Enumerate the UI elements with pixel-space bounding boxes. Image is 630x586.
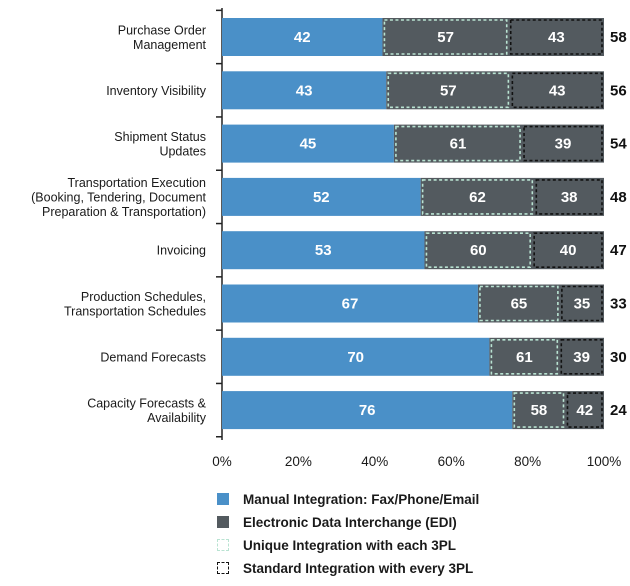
bar-label-standard: 38 — [561, 189, 578, 206]
bar-standard-integration — [561, 285, 603, 322]
bar-edi — [424, 231, 604, 270]
bar-unique-integration — [513, 392, 565, 428]
bar-label-standard: 35 — [574, 296, 591, 313]
x-tick-label: 0% — [212, 454, 232, 469]
legend-label-edi: Electronic Data Interchange (EDI) — [243, 514, 457, 530]
category-label: Availability — [147, 411, 207, 425]
bar-label-unique: 58 — [531, 402, 548, 419]
bar-manual — [222, 18, 383, 56]
legend-swatch-edi — [217, 516, 229, 528]
bar-label-standard: 39 — [573, 349, 590, 366]
category-label: Updates — [159, 144, 206, 158]
bar-manual — [222, 337, 490, 376]
category-label: Invoicing — [157, 244, 206, 258]
bar-label-manual: 67 — [342, 296, 359, 313]
bar-label-unique: 65 — [511, 296, 528, 313]
legend-item-unique: Unique Integration with each 3PL — [217, 534, 479, 556]
bar-edi — [393, 124, 604, 163]
bar-label-standard: 42 — [576, 402, 593, 419]
category-label: Shipment Status — [114, 130, 206, 144]
bar-manual — [222, 71, 387, 110]
legend-item-edi: Electronic Data Interchange (EDI) — [217, 511, 479, 533]
bar-manual — [222, 284, 478, 323]
bar-standard-integration — [535, 179, 603, 215]
bar-label-standard: 43 — [548, 29, 565, 46]
bar-label-manual: 52 — [313, 189, 330, 206]
bar-label-unique: 62 — [469, 189, 486, 206]
bar-label-standard: 39 — [555, 136, 572, 153]
category-label: Demand Forecasts — [100, 350, 206, 364]
category-label: Capacity Forecasts & — [87, 396, 206, 410]
bar-standard-integration — [509, 19, 603, 55]
edi-total-label: 54 — [610, 136, 627, 153]
x-tick-label: 40% — [361, 454, 388, 469]
category-label: (Booking, Tendering, Document — [31, 190, 206, 204]
bar-manual — [222, 124, 394, 163]
x-tick-label: 100% — [587, 454, 622, 469]
bar-standard-integration — [560, 338, 603, 375]
legend-item-manual: Manual Integration: Fax/Phone/Email — [217, 488, 479, 510]
category-label: Inventory Visibility — [106, 84, 207, 98]
bar-label-manual: 43 — [296, 82, 313, 99]
bar-label-unique: 61 — [516, 349, 533, 366]
category-label: Preparation & Transportation) — [42, 205, 206, 219]
bar-edi — [512, 391, 604, 430]
bar-label-unique: 57 — [437, 29, 454, 46]
legend-label-standard: Standard Integration with every 3PL — [243, 560, 474, 576]
category-label: Management — [133, 38, 206, 52]
edi-total-label: 48 — [610, 189, 627, 206]
bar-label-manual: 42 — [294, 29, 311, 46]
bar-unique-integration — [421, 179, 534, 215]
bar-edi — [489, 337, 604, 376]
bar-edi — [420, 177, 604, 216]
edi-total-label: 56 — [610, 82, 627, 99]
bar-standard-integration — [566, 392, 603, 428]
x-tick-label: 80% — [514, 454, 541, 469]
category-label: Transportation Execution — [67, 176, 206, 190]
bar-manual — [222, 177, 421, 216]
category-label: Production Schedules, — [81, 290, 206, 304]
bar-manual — [222, 391, 513, 430]
bar-label-manual: 76 — [359, 402, 376, 419]
edi-total-label: 33 — [610, 296, 627, 313]
legend-label-unique: Unique Integration with each 3PL — [243, 537, 457, 553]
edi-total-label: 58 — [610, 29, 627, 46]
bar-label-manual: 53 — [315, 242, 332, 259]
bar-label-unique: 57 — [440, 82, 457, 99]
bar-unique-integration — [479, 285, 559, 322]
bar-unique-integration — [425, 232, 531, 268]
bar-edi — [477, 284, 604, 323]
bar-standard-integration — [511, 72, 603, 109]
bar-label-unique: 61 — [450, 136, 467, 153]
x-tick-label: 60% — [438, 454, 465, 469]
bar-label-manual: 70 — [347, 349, 364, 366]
bar-label-standard: 40 — [560, 242, 577, 259]
legend-swatch-manual — [217, 493, 229, 505]
bar-standard-integration — [533, 232, 603, 268]
bar-label-unique: 60 — [470, 242, 487, 259]
bar-edi — [382, 18, 604, 56]
bar-unique-integration — [490, 338, 559, 375]
category-label: Transportation Schedules — [64, 304, 206, 318]
bar-label-standard: 43 — [549, 82, 566, 99]
bar-edi — [386, 71, 604, 110]
bar-unique-integration — [383, 19, 508, 55]
legend: Manual Integration: Fax/Phone/Email Elec… — [217, 488, 479, 580]
bar-label-manual: 45 — [300, 136, 317, 153]
edi-total-label: 47 — [610, 242, 627, 259]
bar-unique-integration — [395, 125, 521, 162]
legend-swatch-standard — [217, 562, 229, 574]
bar-manual — [222, 231, 425, 270]
category-label: Purchase Order — [118, 23, 206, 37]
bar-standard-integration — [523, 125, 603, 162]
legend-label-manual: Manual Integration: Fax/Phone/Email — [243, 491, 480, 507]
x-tick-label: 20% — [285, 454, 312, 469]
edi-total-label: 24 — [610, 402, 627, 419]
edi-total-label: 30 — [610, 349, 627, 366]
legend-item-standard: Standard Integration with every 3PL — [217, 557, 479, 579]
legend-swatch-unique — [217, 539, 229, 551]
